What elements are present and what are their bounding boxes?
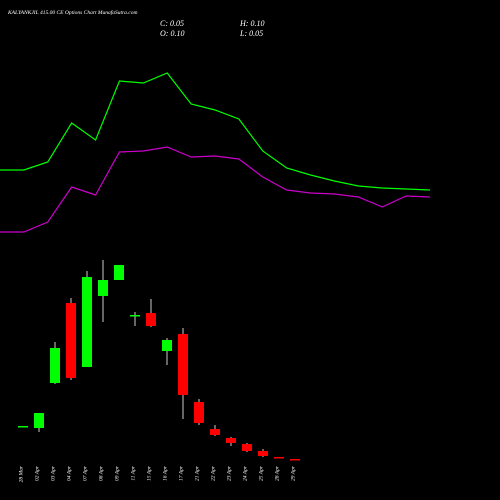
x-tick-label: 03 Apr bbox=[50, 465, 56, 481]
candle-body bbox=[114, 265, 124, 280]
x-tick-label: 02 Apr bbox=[34, 465, 40, 481]
ohlc-label: C: 0.05 bbox=[160, 19, 184, 28]
candle-body bbox=[98, 280, 108, 296]
x-tick-label: 25 Apr bbox=[258, 465, 264, 481]
ohlc-label: L: 0.05 bbox=[239, 29, 263, 38]
candle-body bbox=[258, 451, 268, 456]
candle-body bbox=[242, 444, 252, 451]
ohlc-label: O: 0.10 bbox=[160, 29, 184, 38]
candle-body bbox=[226, 438, 236, 443]
x-tick-label: 28 Apr bbox=[274, 465, 280, 481]
x-tick-label: 21 Apr bbox=[194, 465, 200, 481]
x-tick-label: 29 Apr bbox=[290, 465, 296, 481]
candle-body bbox=[66, 303, 76, 378]
chart-title: KALYANKJIL 415.00 CE Options Chart Munaf… bbox=[7, 9, 137, 16]
x-tick-label: 09 Apr bbox=[114, 465, 120, 481]
x-tick-label: 11 Apr bbox=[130, 465, 136, 480]
ohlc-label: H: 0.10 bbox=[239, 19, 264, 28]
x-tick-label: 22 Apr bbox=[210, 465, 216, 481]
candle-body bbox=[274, 457, 284, 459]
candle-body bbox=[290, 459, 300, 461]
x-tick-label: 16 Apr bbox=[162, 465, 168, 481]
x-tick-label: 07 Apr bbox=[82, 465, 88, 481]
candle-body bbox=[162, 340, 172, 351]
x-tick-label: 28 Mar bbox=[18, 465, 24, 482]
indicator-line bbox=[0, 72, 431, 191]
candle-body bbox=[82, 277, 92, 367]
candle-body bbox=[18, 426, 28, 428]
indicator-line bbox=[0, 146, 431, 233]
x-tick-label: 15 Apr bbox=[146, 465, 152, 481]
x-tick-label: 04 Apr bbox=[65, 465, 72, 481]
candle-body bbox=[146, 313, 156, 326]
x-tick-label: 23 Apr bbox=[226, 465, 232, 481]
candle-body bbox=[34, 413, 44, 428]
candle-body bbox=[178, 334, 188, 395]
candle-body bbox=[194, 402, 204, 423]
x-tick-label: 24 Apr bbox=[241, 465, 248, 481]
candle-body bbox=[210, 429, 220, 435]
x-tick-label: 08 Apr bbox=[98, 465, 104, 481]
x-tick-label: 17 Apr bbox=[178, 465, 184, 481]
candle-body bbox=[130, 315, 140, 317]
candle-body bbox=[50, 348, 60, 383]
